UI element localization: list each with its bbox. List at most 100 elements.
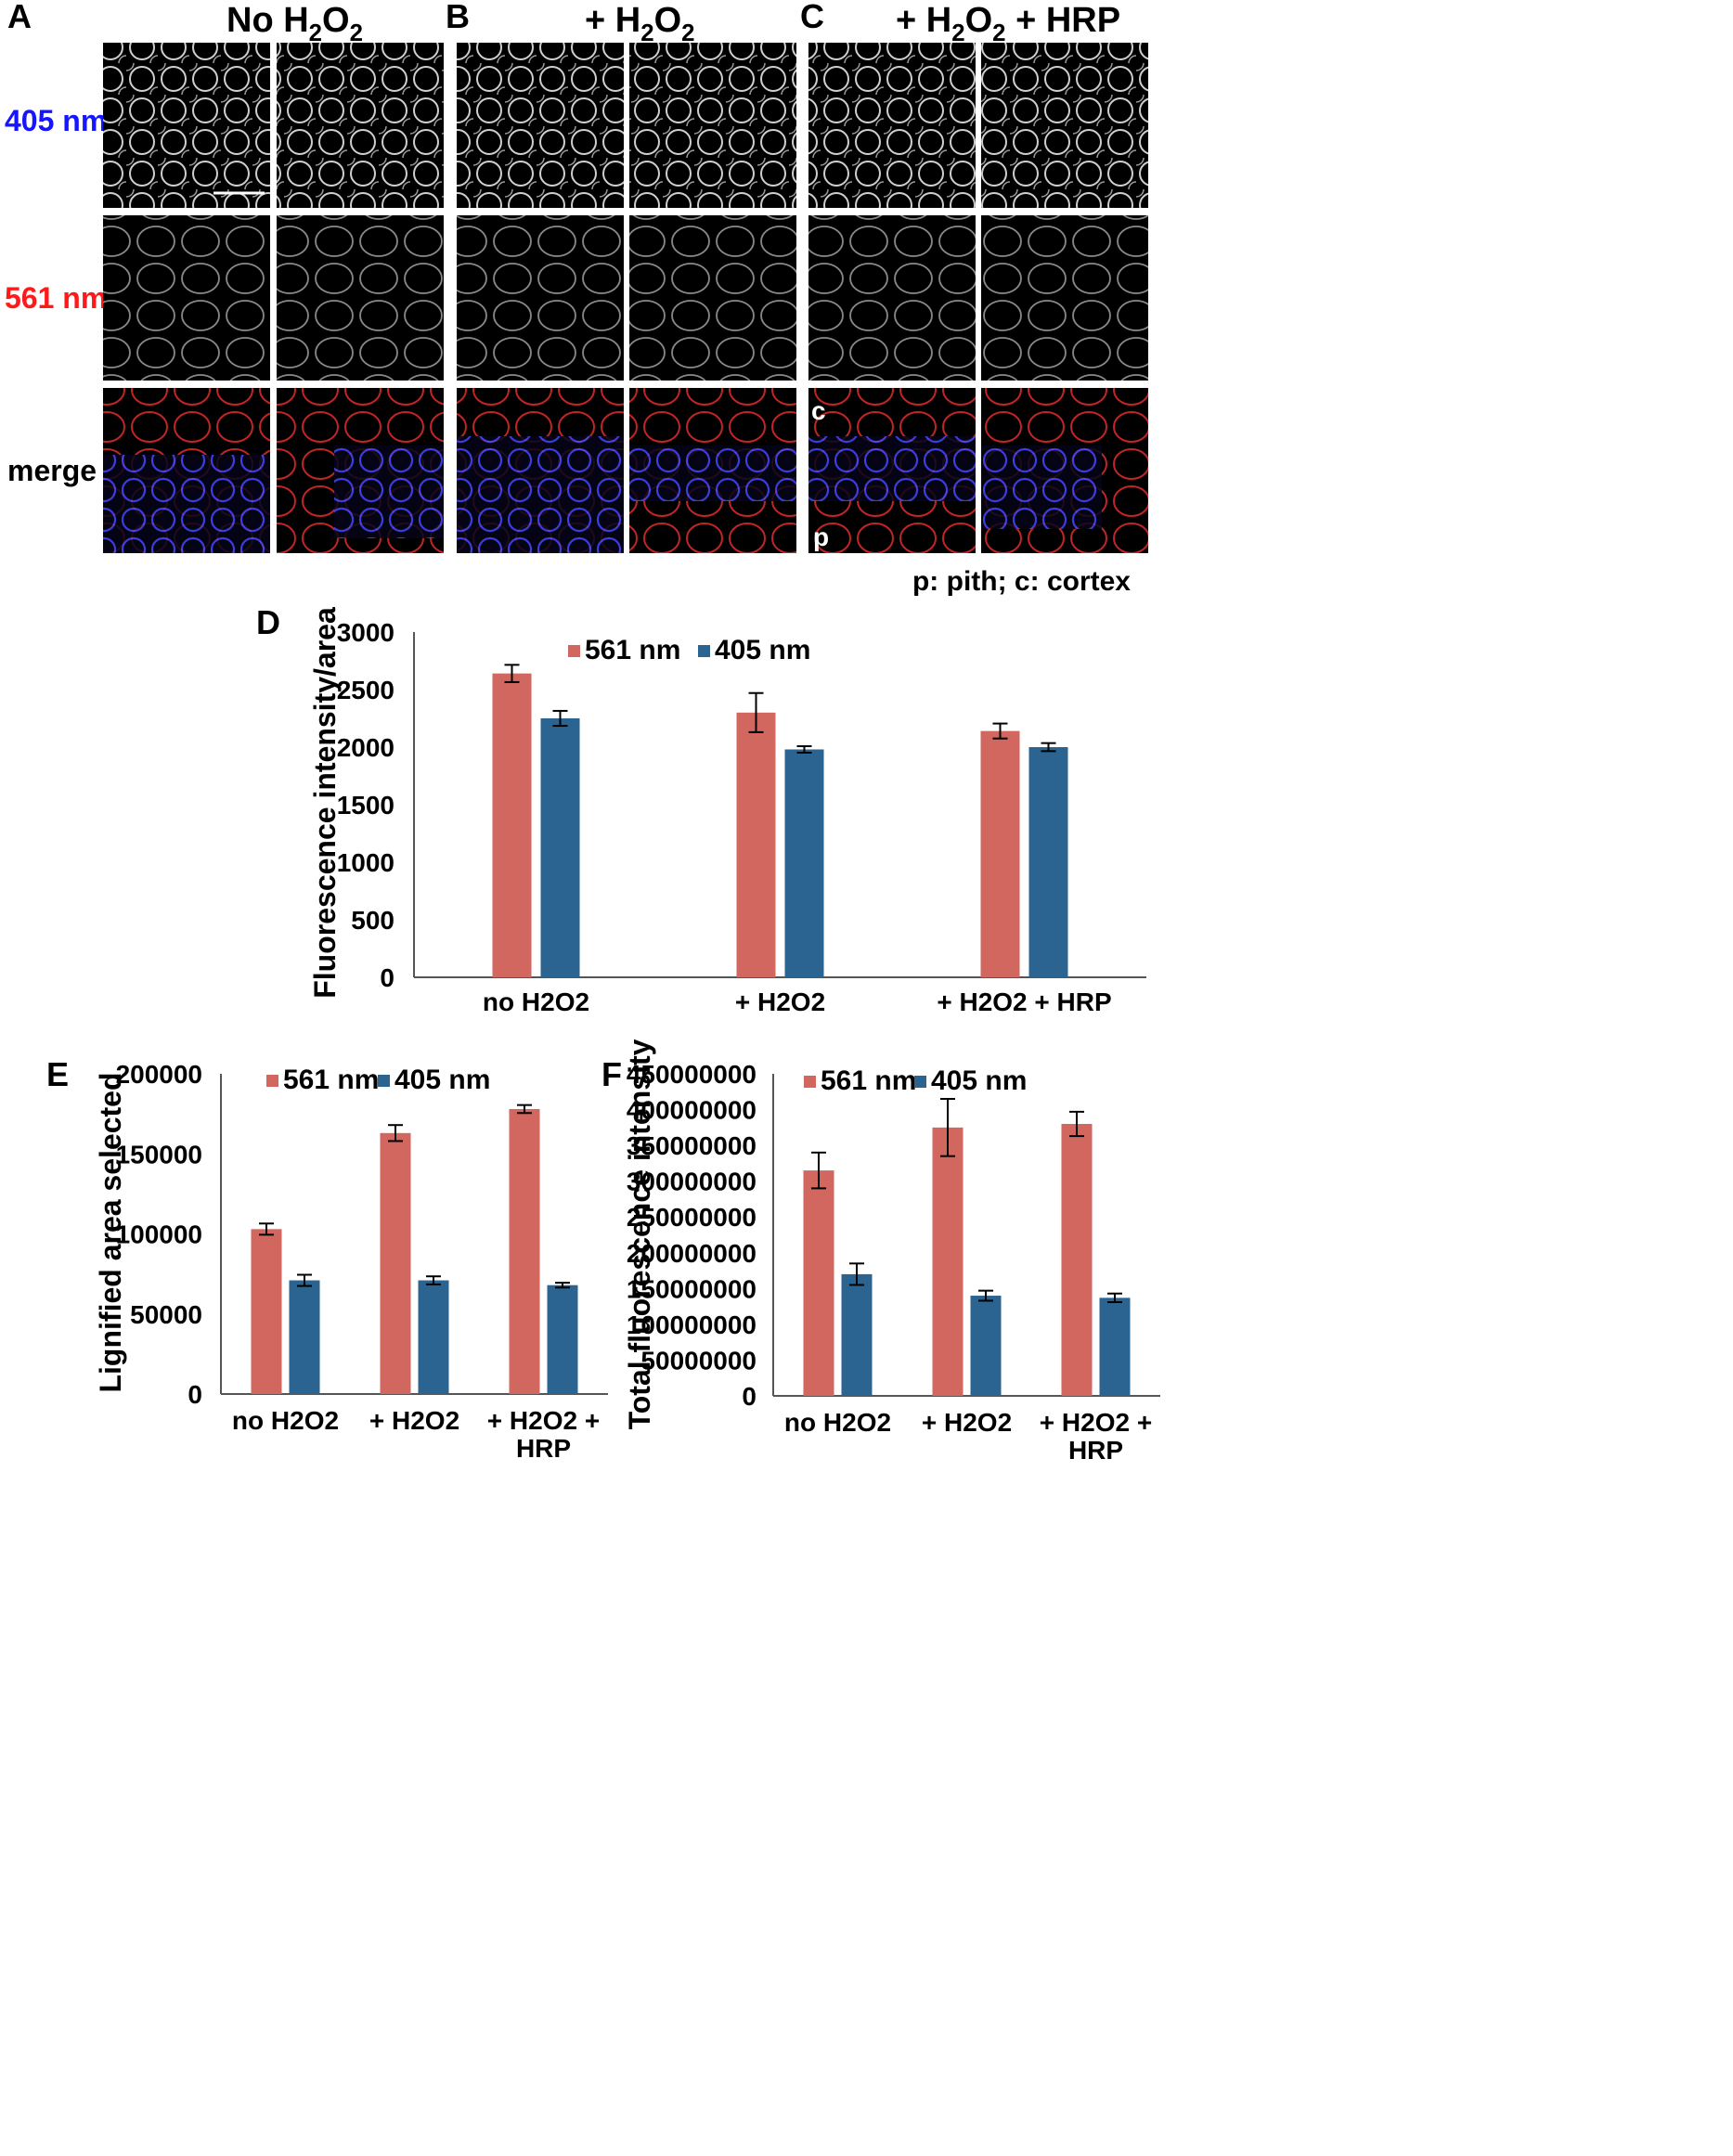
- panel-letter-d: D: [256, 603, 280, 641]
- legend-label: 561 nm: [585, 635, 680, 665]
- legend-label: 405 nm: [931, 1065, 1027, 1096]
- bar: [803, 1170, 834, 1396]
- micrograph-image: [629, 43, 796, 208]
- legend-swatch: [568, 645, 580, 657]
- micrograph-image: [808, 215, 976, 381]
- bar: [547, 1285, 578, 1394]
- y-tick-label: 400000000: [627, 1096, 757, 1125]
- y-axis-title: Total fluorescence intensity: [623, 1039, 656, 1429]
- column-head-no-h2o2: No H2O2: [226, 1, 363, 46]
- micrograph-image: [103, 215, 270, 381]
- bar: [736, 712, 776, 977]
- bar: [1061, 1123, 1093, 1396]
- panel-letter-b: B: [446, 0, 470, 35]
- y-tick-label: 1000: [337, 848, 394, 877]
- y-tick-label: 250000000: [627, 1203, 757, 1232]
- legend-label: 405 nm: [715, 635, 810, 665]
- bar: [492, 673, 532, 977]
- y-tick-label: 450000000: [627, 1060, 757, 1089]
- y-tick-label: 100000: [116, 1220, 202, 1249]
- category-label: HRP: [516, 1434, 571, 1463]
- legend-note: p: pith; c: cortex: [912, 566, 1131, 597]
- category-label: + H2O2: [735, 988, 825, 1016]
- legend-label: 561 nm: [821, 1065, 916, 1096]
- panel-letter-a: A: [7, 0, 32, 35]
- bar: [509, 1108, 540, 1394]
- bar: [932, 1127, 963, 1396]
- legend-label: 405 nm: [394, 1065, 490, 1095]
- y-tick-label: 3000: [337, 618, 394, 647]
- y-tick-label: 200000: [116, 1060, 202, 1089]
- y-tick-label: 50000000: [640, 1346, 757, 1375]
- y-tick-label: 300000000: [627, 1168, 757, 1196]
- bar: [251, 1229, 282, 1394]
- images-merge: c p: [103, 388, 1148, 553]
- bar: [980, 730, 1020, 977]
- chart-f: F Total fluorescence intensity 0 50000000…: [601, 1039, 1160, 1465]
- y-tick-label: 500: [351, 906, 394, 935]
- inset-label-cortex: c: [811, 396, 826, 425]
- y-tick-label: 50000: [130, 1300, 202, 1329]
- y-axis-title: Lignified area selected: [94, 1072, 127, 1392]
- y-tick-label: 0: [742, 1382, 757, 1411]
- legend-swatch: [266, 1075, 278, 1087]
- chart-d: D Fluorescence intensity/area 0 500 1000 15…: [256, 603, 1146, 1016]
- micrograph-image: [103, 43, 270, 208]
- images-561: [103, 215, 1148, 381]
- category-label: + H2O2 + HRP: [937, 988, 1111, 1016]
- inset-label-pith: p: [813, 523, 829, 551]
- micrograph-image: [981, 215, 1148, 381]
- y-tick-label: 2000: [337, 733, 394, 762]
- bar: [380, 1132, 411, 1394]
- y-tick-label: 1500: [337, 791, 394, 820]
- row-label-561: 561 nm: [5, 281, 107, 315]
- bar: [289, 1280, 320, 1394]
- bar: [970, 1296, 1002, 1396]
- micrograph-panels: A B C No H2O2 + H2O2 + H2O2 + HRP 405 nm…: [5, 0, 1148, 597]
- legend-label: 561 nm: [283, 1065, 379, 1095]
- micrograph-image: [808, 43, 976, 208]
- category-label: no H2O2: [483, 988, 589, 1016]
- y-tick-label: 2500: [337, 676, 394, 704]
- micrograph-image: [277, 215, 444, 381]
- bar: [1099, 1297, 1131, 1396]
- y-tick-label: 350000000: [627, 1131, 757, 1160]
- y-tick-label: 200000000: [627, 1239, 757, 1268]
- micrograph-image: [981, 43, 1148, 208]
- legend-swatch: [698, 645, 710, 657]
- column-head-h2o2: + H2O2: [585, 1, 695, 46]
- category-label: no H2O2: [232, 1406, 339, 1435]
- category-label: + H2O2: [369, 1406, 459, 1435]
- y-axis-title: Fluorescence intensity/area: [308, 607, 342, 999]
- category-label: + H2O2 +: [1040, 1408, 1152, 1437]
- micrograph-image: [457, 43, 624, 208]
- panel-letter-c: C: [800, 0, 824, 35]
- category-label: HRP: [1068, 1436, 1123, 1465]
- bar: [841, 1273, 873, 1396]
- bar: [1028, 747, 1068, 977]
- panel-letter-f: F: [601, 1055, 622, 1093]
- row-label-merge: merge: [7, 454, 97, 487]
- panel-letter-e: E: [46, 1055, 69, 1093]
- column-head-h2o2-hrp: + H2O2 + HRP: [896, 1, 1120, 46]
- y-tick-label: 150000000: [627, 1274, 757, 1303]
- row-label-405: 405 nm: [5, 104, 107, 137]
- category-label: no H2O2: [784, 1408, 891, 1437]
- legend-swatch: [378, 1075, 390, 1087]
- y-tick-label: 150000: [116, 1140, 202, 1168]
- micrograph-image: [629, 215, 796, 381]
- legend-swatch: [804, 1076, 816, 1088]
- chart-e: E Lignified area selected 0 50000 100000 15…: [46, 1055, 608, 1463]
- bar: [784, 749, 824, 977]
- legend-swatch: [914, 1076, 926, 1088]
- category-label: + H2O2: [922, 1408, 1012, 1437]
- bar: [540, 718, 580, 977]
- bar: [418, 1280, 449, 1394]
- y-tick-label: 0: [380, 963, 394, 992]
- micrograph-image: [457, 215, 624, 381]
- y-tick-label: 0: [188, 1380, 202, 1409]
- y-tick-label: 100000000: [627, 1310, 757, 1339]
- micrograph-image: [277, 43, 444, 208]
- images-405: [103, 43, 1148, 208]
